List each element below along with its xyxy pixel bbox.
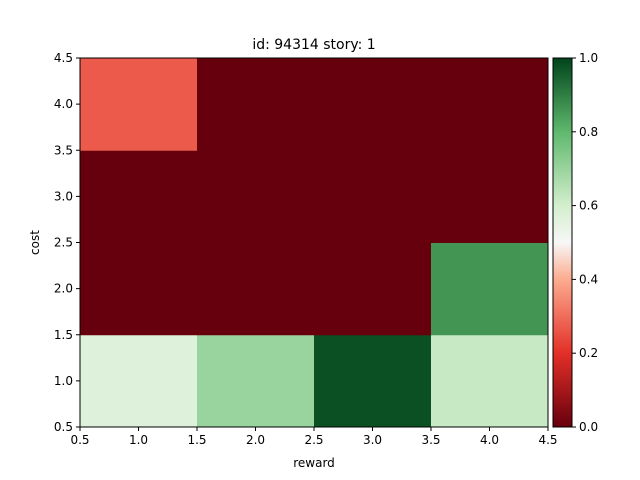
heatmap-cell (314, 150, 432, 243)
y-tick-label: 2.0 (54, 282, 73, 296)
heatmap-cell (431, 334, 549, 428)
heatmap-cells (80, 58, 549, 428)
y-tick-label: 1.5 (54, 328, 73, 342)
x-tick-label: 4.0 (480, 433, 499, 447)
heatmap-cell (197, 334, 315, 428)
x-axis-label: reward (293, 456, 335, 470)
colorbar (552, 57, 573, 428)
x-tick-label: 1.0 (129, 433, 148, 447)
heatmap-cell (314, 242, 432, 336)
heatmap-cell (431, 58, 549, 151)
heatmap-cell (80, 58, 198, 151)
heatmap-cell (197, 58, 315, 151)
heatmap-cell (314, 58, 432, 151)
colorbar-tick-label: 0.6 (579, 199, 598, 213)
x-tick-label: 3.5 (421, 433, 440, 447)
colorbar-tick-label: 0.2 (579, 346, 598, 360)
y-axis-label: cost (28, 230, 42, 255)
heatmap-cell (80, 150, 198, 243)
x-tick-label: 3.0 (363, 433, 382, 447)
colorbar-tick-label: 0.8 (579, 125, 598, 139)
y-tick-label: 4.0 (54, 97, 73, 111)
colorbar-ticks: 0.0 0.2 0.4 0.6 0.8 1.0 (572, 51, 598, 434)
x-tick-label: 1.5 (187, 433, 206, 447)
heatmap-cell (80, 242, 198, 336)
y-tick-label: 4.5 (54, 51, 73, 65)
chart-title: id: 94314 story: 1 (252, 37, 375, 53)
colorbar-tick-label: 1.0 (579, 51, 598, 65)
heatmap-cell (80, 334, 198, 428)
heatmap-cell (197, 242, 315, 336)
x-tick-label: 2.0 (246, 433, 265, 447)
y-tick-label: 2.5 (54, 236, 73, 250)
x-tick-label: 4.5 (538, 433, 557, 447)
colorbar-tick-label: 0.0 (579, 420, 598, 434)
y-tick-label: 3.0 (54, 189, 73, 203)
x-tick-label: 0.5 (70, 433, 89, 447)
heatmap-cell (314, 334, 432, 428)
heatmap-cell (431, 242, 549, 336)
heatmap-cell (197, 150, 315, 243)
y-tick-label: 0.5 (54, 420, 73, 434)
y-tick-label: 1.0 (54, 374, 73, 388)
x-axis-ticks: 0.5 1.0 1.5 2.0 2.5 3.0 3.5 4.0 4.5 (70, 427, 558, 447)
colorbar-tick-label: 0.4 (579, 272, 598, 286)
y-axis-ticks: 0.5 1.0 1.5 2.0 2.5 3.0 3.5 4.0 4.5 (54, 51, 80, 434)
x-tick-label: 2.5 (304, 433, 323, 447)
y-tick-label: 3.5 (54, 143, 73, 157)
heatmap-cell (431, 150, 549, 243)
